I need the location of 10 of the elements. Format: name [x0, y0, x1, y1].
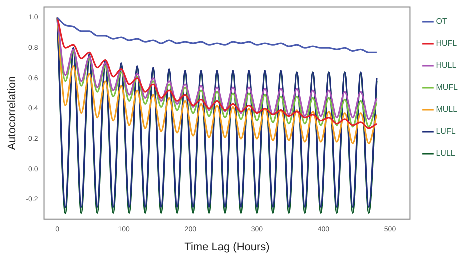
- legend-label: LULL: [436, 149, 456, 158]
- legend-label: HUFL: [436, 39, 458, 48]
- legend-label: MULL: [436, 105, 458, 114]
- legend-label: MUFL: [436, 83, 459, 92]
- legend-label: HULL: [436, 61, 458, 70]
- legend-label: OT: [436, 17, 448, 26]
- x-axis-title: Time Lag (Hours): [184, 241, 270, 254]
- legend-label: LUFL: [436, 127, 456, 136]
- y-axis-title: Autocorrelation: [6, 76, 19, 150]
- line-series: [56, 17, 378, 54]
